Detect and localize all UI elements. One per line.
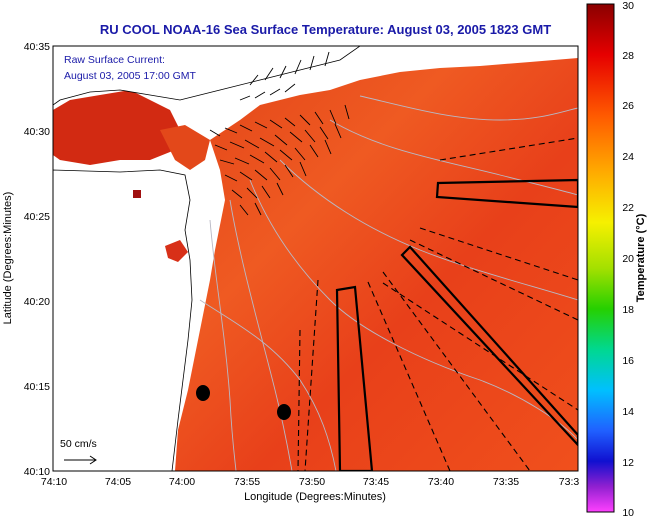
colorbar-tick: 30 xyxy=(622,0,634,12)
x-tick-label: 73:40 xyxy=(428,476,454,488)
inland-water xyxy=(133,190,141,198)
x-tick-label: 73:55 xyxy=(234,476,260,488)
y-axis-label: Latitude (Degrees:Minutes) xyxy=(2,192,14,325)
x-axis-label: Longitude (Degrees:Minutes) xyxy=(244,491,386,503)
y-tick-label: 40:10 xyxy=(24,466,50,478)
colorbar-tick: 24 xyxy=(622,151,634,163)
x-tick-labels: 74:10 74:05 74:00 73:55 73:50 73:45 73:4… xyxy=(41,476,580,488)
x-tick-label: 73:3 xyxy=(559,476,580,488)
nw-warm-patch xyxy=(53,90,185,165)
y-tick-labels: 40:35 40:30 40:25 40:20 40:15 40:10 xyxy=(24,41,50,478)
colorbar-tick: 12 xyxy=(622,457,634,469)
map-layers xyxy=(53,46,578,471)
colorbar-ticks: 30 28 26 24 22 20 18 16 14 12 10 xyxy=(622,0,634,518)
x-tick-label: 73:50 xyxy=(299,476,325,488)
y-tick-label: 40:25 xyxy=(24,211,50,223)
y-tick-label: 40:20 xyxy=(24,296,50,308)
colorbar-tick: 20 xyxy=(622,253,634,265)
x-tick-label: 74:05 xyxy=(105,476,131,488)
nearshore-bay xyxy=(160,125,210,170)
annotation-line-1: Raw Surface Current: xyxy=(64,54,165,66)
colorbar-tick: 26 xyxy=(622,100,634,112)
northern-shore xyxy=(53,46,361,106)
bathymetry-contours xyxy=(199,95,578,471)
colorbar xyxy=(586,3,615,513)
scale-arrow xyxy=(64,455,97,465)
scale-label: 50 cm/s xyxy=(60,438,97,450)
plot-border xyxy=(52,45,579,472)
transect-lines xyxy=(297,137,578,471)
x-tick-label: 74:00 xyxy=(169,476,195,488)
map-title: RU COOL NOAA-16 Sea Surface Temperature:… xyxy=(99,22,552,37)
inlet-water xyxy=(165,240,188,262)
colorbar-tick: 14 xyxy=(622,406,634,418)
x-tick-label: 74:10 xyxy=(41,476,67,488)
colorbar-tick: 28 xyxy=(622,50,634,62)
y-tick-label: 40:15 xyxy=(24,381,50,393)
colorbar-tick: 22 xyxy=(622,202,634,214)
sample-boxes xyxy=(335,178,578,471)
colorbar-tick: 10 xyxy=(622,507,634,518)
current-vectors xyxy=(209,51,350,216)
colorbar-label: Temperature (°C) xyxy=(635,213,647,302)
station-dot-2 xyxy=(277,404,291,420)
annotation-line-2: August 03, 2005 17:00 GMT xyxy=(64,70,197,82)
x-tick-label: 73:35 xyxy=(493,476,519,488)
colorbar-tick: 18 xyxy=(622,304,634,316)
y-tick-label: 40:35 xyxy=(24,41,50,53)
station-dot-1 xyxy=(196,385,210,401)
land-mass xyxy=(53,169,193,471)
y-tick-label: 40:30 xyxy=(24,126,50,138)
x-tick-label: 73:45 xyxy=(363,476,389,488)
colorbar-tick: 16 xyxy=(622,355,634,367)
